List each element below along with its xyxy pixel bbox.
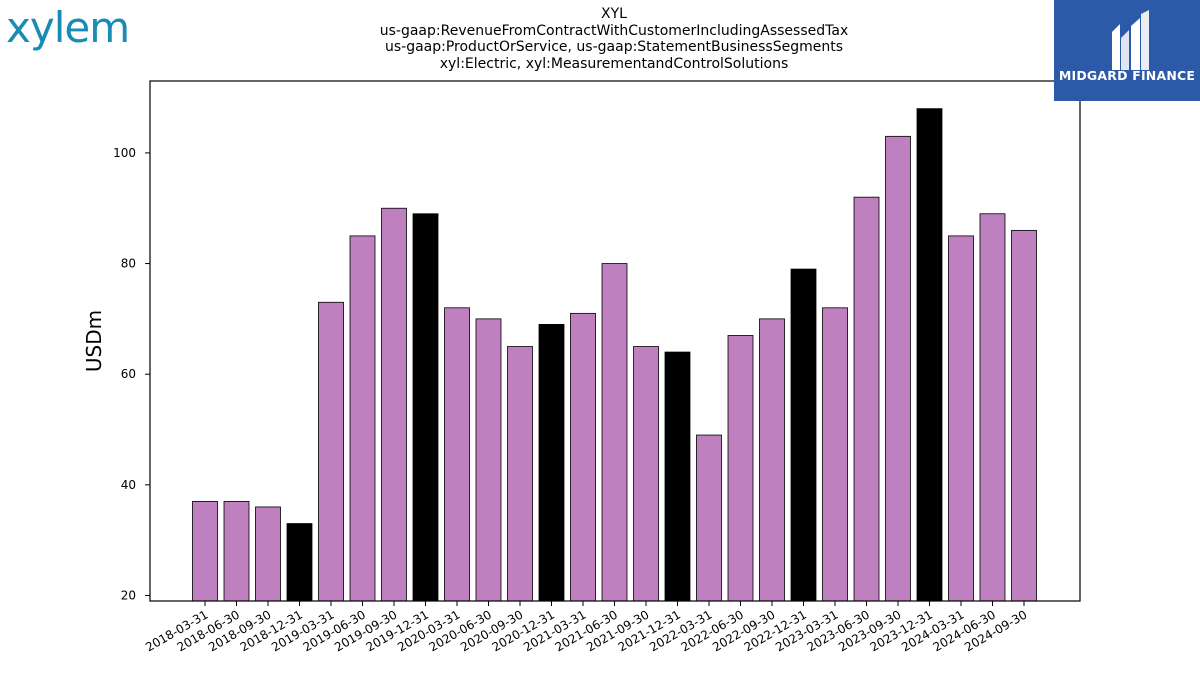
- bar-2021-06-30: [601, 263, 628, 602]
- y-axis-title: USDm: [82, 310, 106, 372]
- bar-2022-09-30: [759, 318, 785, 602]
- bar-2021-03-31: [570, 312, 596, 602]
- bar-2018-03-31: [192, 501, 218, 602]
- bar-2018-12-31: [286, 523, 313, 602]
- bar-2022-03-31: [696, 434, 722, 602]
- bar-2018-09-30: [255, 506, 281, 602]
- bar-2023-03-31: [822, 307, 848, 602]
- x-axis: 2018-03-312018-06-302018-09-302018-12-31…: [143, 601, 1030, 654]
- chart-title: XYL us-gaap:RevenueFromContractWithCusto…: [314, 6, 914, 72]
- bar-2023-12-31: [916, 108, 943, 602]
- bar-2024-06-30: [979, 213, 1006, 602]
- bar-2019-12-31: [412, 213, 439, 602]
- bar-2023-09-30: [885, 135, 911, 602]
- bar-2019-06-30: [349, 235, 376, 602]
- bars-group: [192, 108, 1037, 602]
- bar-2020-12-31: [538, 324, 565, 602]
- midgard-logo-icon: [1112, 10, 1149, 70]
- bar-2022-12-31: [790, 268, 817, 602]
- midgard-brand-text: MIDGARD FINANCE: [1058, 68, 1196, 83]
- title-line-3: us-gaap:ProductOrService, us-gaap:Statem…: [384, 39, 843, 55]
- y-tick-label: 100: [113, 146, 136, 160]
- bar-2020-09-30: [507, 346, 533, 602]
- y-tick-label: 60: [121, 367, 136, 381]
- bar-2018-06-30: [223, 501, 250, 602]
- y-tick-label: 40: [121, 478, 136, 492]
- bar-2019-03-31: [318, 301, 344, 602]
- y-axis: 20 40 60 80 100: [113, 146, 150, 602]
- bar-2019-09-30: [381, 207, 407, 602]
- bar-2022-06-30: [727, 335, 754, 602]
- bar-2024-03-31: [948, 235, 974, 602]
- bar-2020-06-30: [475, 318, 502, 602]
- midgard-finance-watermark: MIDGARD FINANCE: [1054, 0, 1200, 101]
- title-line-4: xyl:Electric, xyl:MeasurementandControlS…: [439, 55, 789, 72]
- y-tick-label: 80: [121, 257, 136, 271]
- title-line-1: XYL: [601, 6, 627, 22]
- bar-2021-12-31: [664, 351, 691, 602]
- title-line-2: us-gaap:RevenueFromContractWithCustomerI…: [379, 22, 849, 39]
- bar-2023-06-30: [853, 196, 880, 602]
- bar-2024-09-30: [1011, 229, 1037, 602]
- xylem-logo: xylem: [6, 3, 130, 52]
- bar-2021-09-30: [633, 346, 659, 602]
- y-tick-label: 20: [121, 588, 136, 602]
- bar-2020-03-31: [444, 307, 470, 602]
